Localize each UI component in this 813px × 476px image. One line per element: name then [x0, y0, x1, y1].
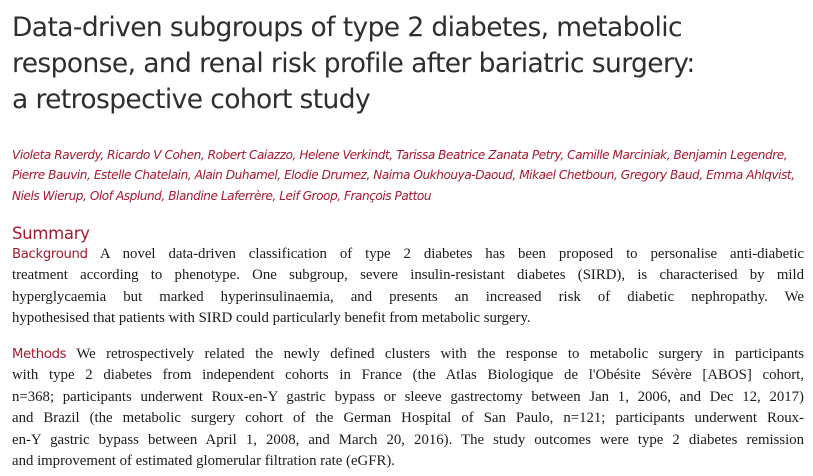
paragraph-line: and improvement of estimated glomerular … [12, 453, 395, 470]
paragraph-line: n=368; participants underwent Roux-en-Y … [12, 388, 804, 405]
paragraph-line: and Brazil (the metabolic surgery cohort… [12, 410, 804, 427]
paragraph-line: Background A novel data-driven classific… [12, 244, 804, 265]
background-text: A novel data-driven classification of ty… [87, 246, 804, 262]
paragraph-line: Methods We retrospectively related the n… [12, 344, 804, 365]
paragraph-line: treatment according to phenotype. One su… [12, 267, 804, 284]
methods-label: Methods [12, 347, 67, 362]
author-line: Pierre Bauvin, Estelle Chatelain, Alain … [12, 168, 795, 183]
author-list: Violeta Raverdy, Ricardo V Cohen, Robert… [12, 145, 802, 206]
background-paragraph: Background A novel data-driven classific… [12, 244, 804, 330]
methods-text: We retrospectively related the newly def… [66, 346, 804, 362]
title-line: response, and renal risk profile after b… [12, 48, 695, 79]
author-line: Niels Wierup, Olof Asplund, Blandine Laf… [12, 188, 432, 203]
author-line: Violeta Raverdy, Ricardo V Cohen, Robert… [12, 148, 788, 162]
paragraph-line: hyperglycaemia but marked hyperinsulinae… [12, 288, 804, 305]
background-label: Background [12, 247, 88, 262]
summary-heading: Summary [12, 224, 90, 243]
paragraph-line: with type 2 diabetes from independent co… [12, 367, 804, 384]
title-line: Data-driven subgroups of type 2 diabetes… [12, 12, 683, 43]
paragraph-line: hypothesised that patients with SIRD cou… [12, 310, 531, 327]
methods-paragraph: Methods We retrospectively related the n… [12, 344, 804, 472]
title-line: a retrospective cohort study [12, 84, 371, 115]
paragraph-line: en-Y gastric bypass between April 1, 200… [12, 431, 804, 448]
article-title: Data-driven subgroups of type 2 diabetes… [12, 10, 802, 118]
